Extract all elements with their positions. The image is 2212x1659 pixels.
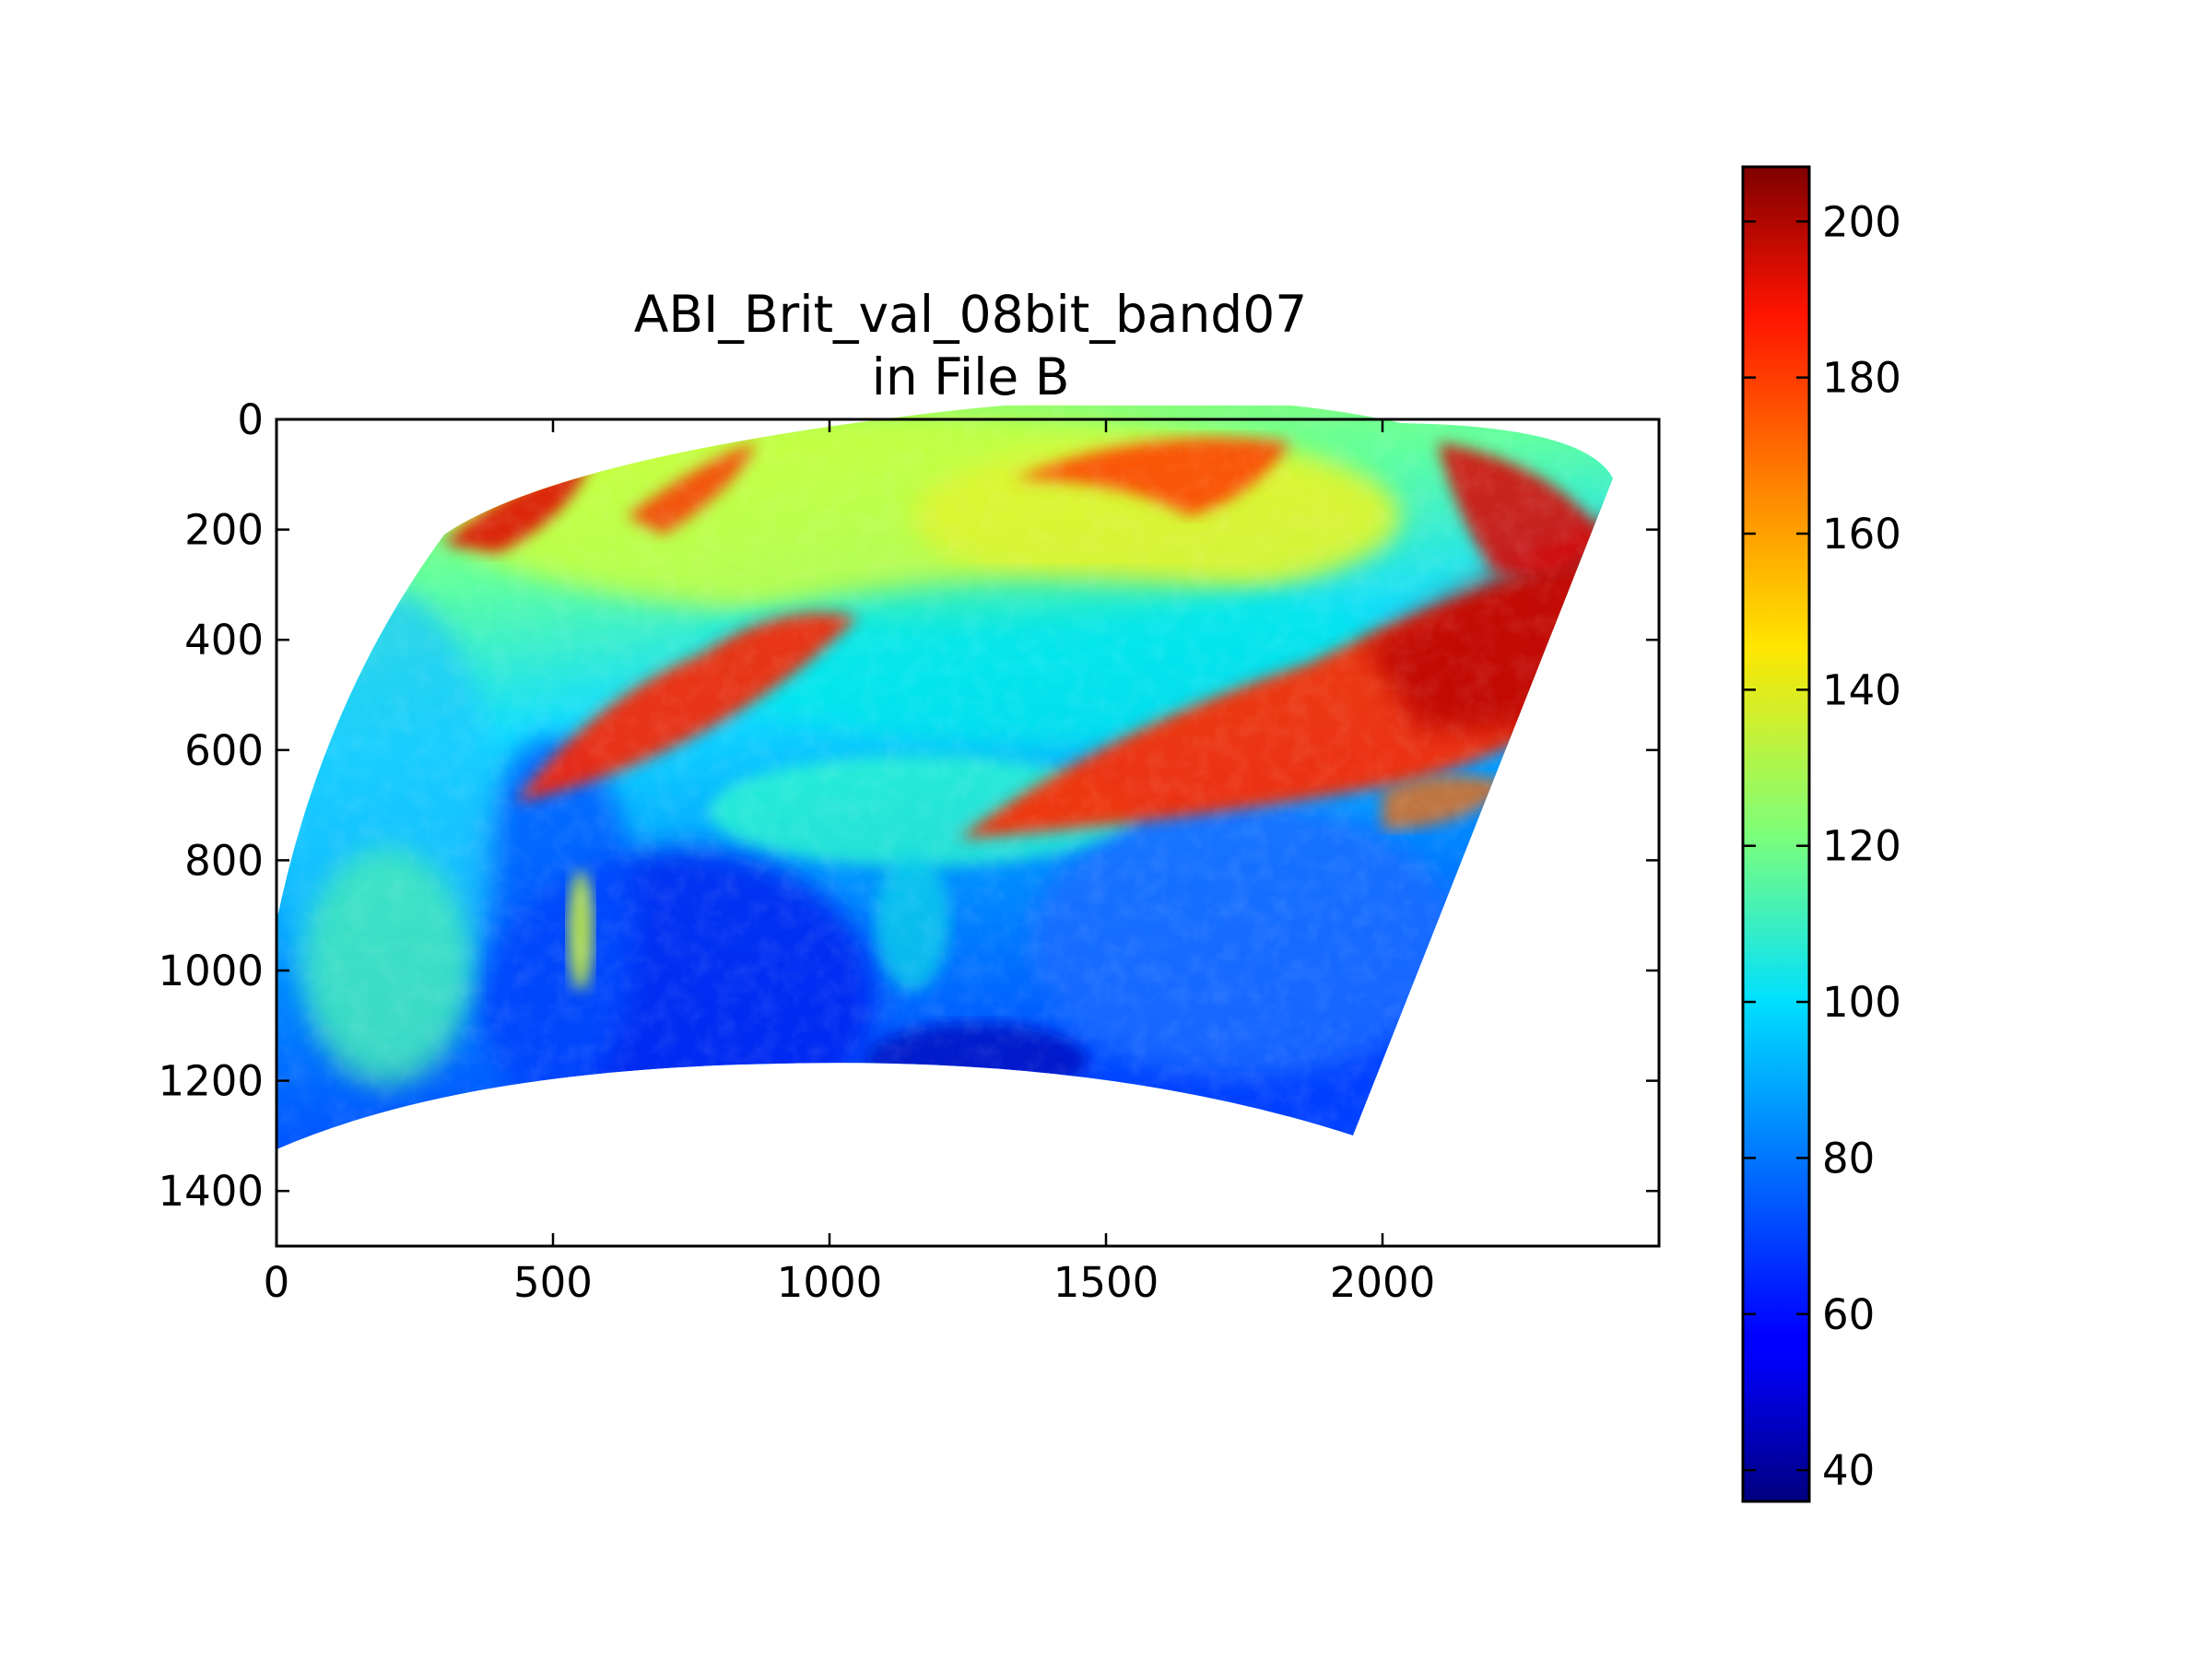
y-tick-label: 1000 bbox=[158, 947, 264, 995]
colorbar-tick-label: 180 bbox=[1822, 354, 1901, 403]
colorbar-tick-label: 160 bbox=[1822, 510, 1901, 559]
chart-title: ABI_Brit_val_08bit_band07 in File B bbox=[634, 285, 1307, 406]
y-tick-label: 1400 bbox=[158, 1167, 264, 1216]
title-line-2: in File B bbox=[872, 347, 1070, 406]
colorbar-ticks: 40 60 80 100 120 140 160 180 200 bbox=[1743, 197, 1901, 1495]
y-tick-label: 400 bbox=[184, 616, 264, 665]
colorbar-tick-label: 120 bbox=[1822, 822, 1901, 871]
colorbar-tick-label: 100 bbox=[1822, 978, 1901, 1027]
title-line-1: ABI_Brit_val_08bit_band07 bbox=[634, 285, 1307, 344]
colorbar-tick-label: 40 bbox=[1822, 1446, 1875, 1495]
x-tick-label: 0 bbox=[264, 1258, 290, 1307]
x-tick-label: 2000 bbox=[1330, 1258, 1436, 1307]
colorbar-tick-label: 140 bbox=[1822, 665, 1901, 714]
heatmap-image bbox=[276, 406, 1613, 1150]
y-axis: 0 200 400 600 800 1000 1200 1400 bbox=[158, 395, 1659, 1216]
colorbar-tick-label: 60 bbox=[1822, 1290, 1875, 1339]
colorbar-gradient bbox=[1741, 165, 1811, 1503]
axes-frame bbox=[275, 418, 1661, 1248]
x-tick-label: 1500 bbox=[1053, 1258, 1159, 1307]
x-tick-label: 500 bbox=[513, 1258, 593, 1307]
x-tick-label: 1000 bbox=[777, 1258, 883, 1307]
colorbar-tick-label: 200 bbox=[1822, 197, 1901, 246]
x-axis: 0 500 1000 1500 2000 bbox=[264, 419, 1436, 1307]
plot-area: 0 500 1000 1500 2000 0 200 400 600 800 1000 1200 14… bbox=[158, 395, 1661, 1307]
colorbar: 40 60 80 100 120 140 160 180 200 bbox=[1741, 165, 1901, 1503]
y-tick-label: 800 bbox=[184, 836, 264, 885]
y-tick-label: 1200 bbox=[158, 1057, 264, 1106]
colorbar-tick-label: 80 bbox=[1822, 1134, 1875, 1182]
y-tick-label: 200 bbox=[184, 506, 264, 555]
y-tick-label: 600 bbox=[184, 726, 264, 775]
y-tick-label: 0 bbox=[237, 395, 264, 444]
